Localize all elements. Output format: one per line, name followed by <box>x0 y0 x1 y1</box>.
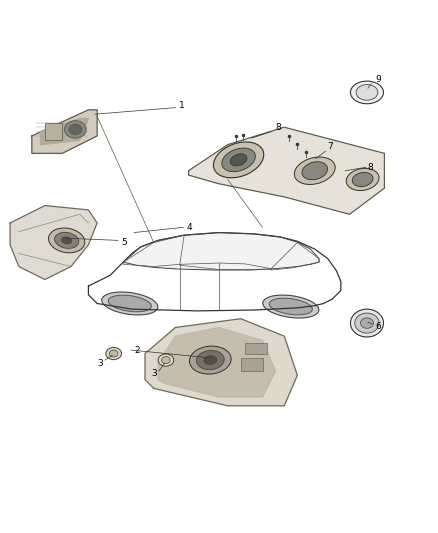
Ellipse shape <box>355 313 379 333</box>
Text: 6: 6 <box>375 321 381 330</box>
Ellipse shape <box>263 295 319 318</box>
Polygon shape <box>41 118 88 144</box>
Ellipse shape <box>61 237 72 244</box>
Ellipse shape <box>350 309 384 337</box>
Ellipse shape <box>350 81 384 104</box>
Text: 4: 4 <box>187 223 192 232</box>
Ellipse shape <box>49 228 85 253</box>
Ellipse shape <box>162 357 170 364</box>
Ellipse shape <box>69 124 82 135</box>
Ellipse shape <box>204 356 217 365</box>
Text: 5: 5 <box>122 238 127 247</box>
Ellipse shape <box>294 157 335 184</box>
Text: 7: 7 <box>327 142 333 151</box>
Ellipse shape <box>55 232 79 248</box>
Polygon shape <box>123 232 319 270</box>
Bar <box>241 358 262 371</box>
Text: 8: 8 <box>275 123 281 132</box>
Ellipse shape <box>196 351 224 370</box>
Ellipse shape <box>302 161 328 180</box>
Ellipse shape <box>352 172 373 187</box>
Text: 2: 2 <box>134 345 140 354</box>
Ellipse shape <box>102 292 158 315</box>
Bar <box>245 343 267 353</box>
Ellipse shape <box>346 168 379 191</box>
Ellipse shape <box>64 120 86 138</box>
Ellipse shape <box>356 85 378 100</box>
Text: 8: 8 <box>367 163 373 172</box>
Text: 3: 3 <box>98 359 103 368</box>
Text: 9: 9 <box>375 75 381 84</box>
Ellipse shape <box>230 154 247 166</box>
Ellipse shape <box>213 142 264 178</box>
Ellipse shape <box>360 318 374 328</box>
Ellipse shape <box>108 295 152 312</box>
Polygon shape <box>145 319 297 406</box>
Ellipse shape <box>110 350 118 357</box>
Text: 1: 1 <box>179 101 185 110</box>
Ellipse shape <box>222 148 255 172</box>
Ellipse shape <box>190 346 231 374</box>
Ellipse shape <box>269 298 312 315</box>
Polygon shape <box>158 327 276 397</box>
Ellipse shape <box>106 348 121 360</box>
Bar <box>45 123 62 140</box>
Polygon shape <box>32 110 97 154</box>
Polygon shape <box>10 206 97 279</box>
Polygon shape <box>188 127 385 214</box>
Ellipse shape <box>158 354 174 366</box>
Text: 3: 3 <box>152 369 158 378</box>
